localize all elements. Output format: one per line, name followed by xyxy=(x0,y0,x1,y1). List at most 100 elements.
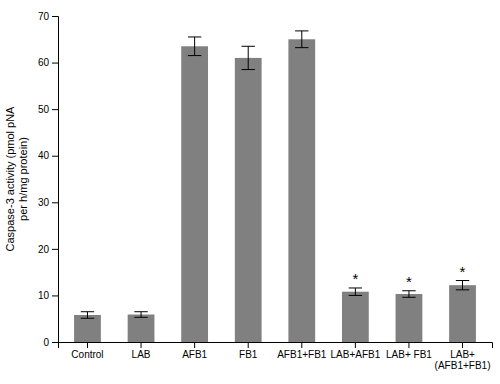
x-tick: LAB+ FB1 xyxy=(386,342,432,360)
x-tick-mark xyxy=(301,342,302,348)
x-axis-line xyxy=(59,343,493,349)
x-tick: LAB xyxy=(132,342,151,360)
y-tick: 50 xyxy=(38,104,58,115)
error-bar xyxy=(81,312,94,319)
annotation: * xyxy=(352,270,358,287)
y-tick-label: 30 xyxy=(38,197,50,208)
bar xyxy=(181,46,208,342)
x-tick-mark xyxy=(194,342,195,348)
y-axis-line xyxy=(52,17,59,343)
error-bar xyxy=(402,291,415,298)
bar xyxy=(342,292,369,342)
x-tick-label: AFB1+FB1 xyxy=(277,349,327,360)
error-bar-stem xyxy=(87,312,88,319)
error-bar-stem xyxy=(301,31,302,48)
error-bar-cap xyxy=(456,280,469,281)
chart: Control LAB AFB1 FB1 AFB1+FB1LAB+AFB1 LAB+ FB… xyxy=(0,0,500,384)
error-bar-stem xyxy=(408,291,409,298)
y-tick: 60 xyxy=(38,57,58,68)
error-bar-cap xyxy=(81,318,94,319)
y-tick-label: 70 xyxy=(38,11,50,22)
y-tick: 0 xyxy=(43,337,58,348)
y-tick-mark xyxy=(52,249,58,250)
x-tick-label: LAB+ FB1 xyxy=(386,349,432,360)
error-bar-cap xyxy=(242,46,255,47)
x-tick-mark xyxy=(408,342,409,348)
y-tick-mark xyxy=(52,156,58,157)
error-bar xyxy=(456,281,469,290)
y-tick-label: 60 xyxy=(38,57,50,68)
bar xyxy=(396,294,423,342)
y-tick-mark xyxy=(52,109,58,110)
x-tick-label: LAB xyxy=(132,349,151,360)
y-tick: 20 xyxy=(38,244,58,255)
error-bar-cap xyxy=(349,295,362,296)
error-bar-cap xyxy=(295,30,308,31)
error-bar xyxy=(349,288,362,295)
y-tick-label: 10 xyxy=(38,290,50,301)
y-tick: 10 xyxy=(38,290,58,301)
error-bar-stem xyxy=(141,312,142,318)
x-axis: Control LAB AFB1 FB1 AFB1+FB1LAB+AFB1 LAB+ FB… xyxy=(59,342,493,371)
error-bar xyxy=(134,312,147,318)
y-tick-mark xyxy=(52,295,58,296)
annotation: * xyxy=(460,263,466,280)
y-axis: 0 10 20 30 40 50 60 70 xyxy=(38,11,59,348)
error-bar-cap xyxy=(188,55,201,56)
y-tick-mark xyxy=(52,16,58,17)
error-bar-cap xyxy=(188,36,201,37)
error-bar-cap xyxy=(402,290,415,291)
annotation: * xyxy=(406,273,412,290)
y-tick-mark xyxy=(52,342,58,343)
bar xyxy=(288,39,315,342)
error-bar-cap xyxy=(456,289,469,290)
x-tick: Control xyxy=(71,342,103,360)
error-bar-cap xyxy=(402,297,415,298)
x-tick-label: Control xyxy=(71,349,103,360)
y-axis-title: Caspase-3 activity (pmol pNAper h/mg pro… xyxy=(4,106,29,252)
x-tick-mark xyxy=(248,342,249,348)
y-tick: 70 xyxy=(38,11,58,22)
y-tick-label: 0 xyxy=(43,337,49,348)
x-tick-label: FB1 xyxy=(239,349,258,360)
x-tick-label: LAB+AFB1 xyxy=(330,349,380,360)
error-bar-stem xyxy=(462,281,463,290)
x-tick: FB1 xyxy=(239,342,258,360)
y-tick-label: 50 xyxy=(38,104,50,115)
x-tick-mark xyxy=(141,342,142,348)
x-tick: LAB+AFB1 xyxy=(330,342,380,360)
y-tick-label: 40 xyxy=(38,150,50,161)
bar xyxy=(128,315,155,342)
x-tick-label: AFB1 xyxy=(182,349,207,360)
error-bar xyxy=(295,31,308,48)
annotations: * * * xyxy=(352,263,465,290)
y-tick-label: 20 xyxy=(38,244,50,255)
error-bar-cap xyxy=(134,311,147,312)
x-tick-mark xyxy=(355,342,356,348)
error-bar-cap xyxy=(81,311,94,312)
error-bar-stem xyxy=(248,46,249,69)
x-tick-label: LAB+(AFB1+FB1) xyxy=(435,349,491,371)
error-bar-stem xyxy=(194,37,195,56)
error-bar-cap xyxy=(134,317,147,318)
error-bar xyxy=(188,37,201,56)
bar xyxy=(235,58,262,342)
error-bar xyxy=(242,46,255,69)
y-tick-mark xyxy=(52,63,58,64)
error-bar-cap xyxy=(349,287,362,288)
x-tick-mark xyxy=(87,342,88,348)
y-tick-mark xyxy=(52,202,58,203)
x-tick-mark xyxy=(462,342,463,348)
marks xyxy=(74,31,476,342)
x-tick: AFB1+FB1 xyxy=(277,342,327,360)
error-bar-stem xyxy=(355,288,356,295)
plot: Control LAB AFB1 FB1 AFB1+FB1LAB+AFB1 LAB+ FB… xyxy=(4,11,493,371)
bar xyxy=(449,285,476,342)
error-bar-cap xyxy=(295,47,308,48)
x-tick: AFB1 xyxy=(182,342,207,360)
x-tick: LAB+(AFB1+FB1) xyxy=(435,342,491,371)
bar xyxy=(74,315,101,342)
y-tick: 40 xyxy=(38,150,58,161)
y-tick: 30 xyxy=(38,197,58,208)
error-bar-cap xyxy=(242,69,255,70)
